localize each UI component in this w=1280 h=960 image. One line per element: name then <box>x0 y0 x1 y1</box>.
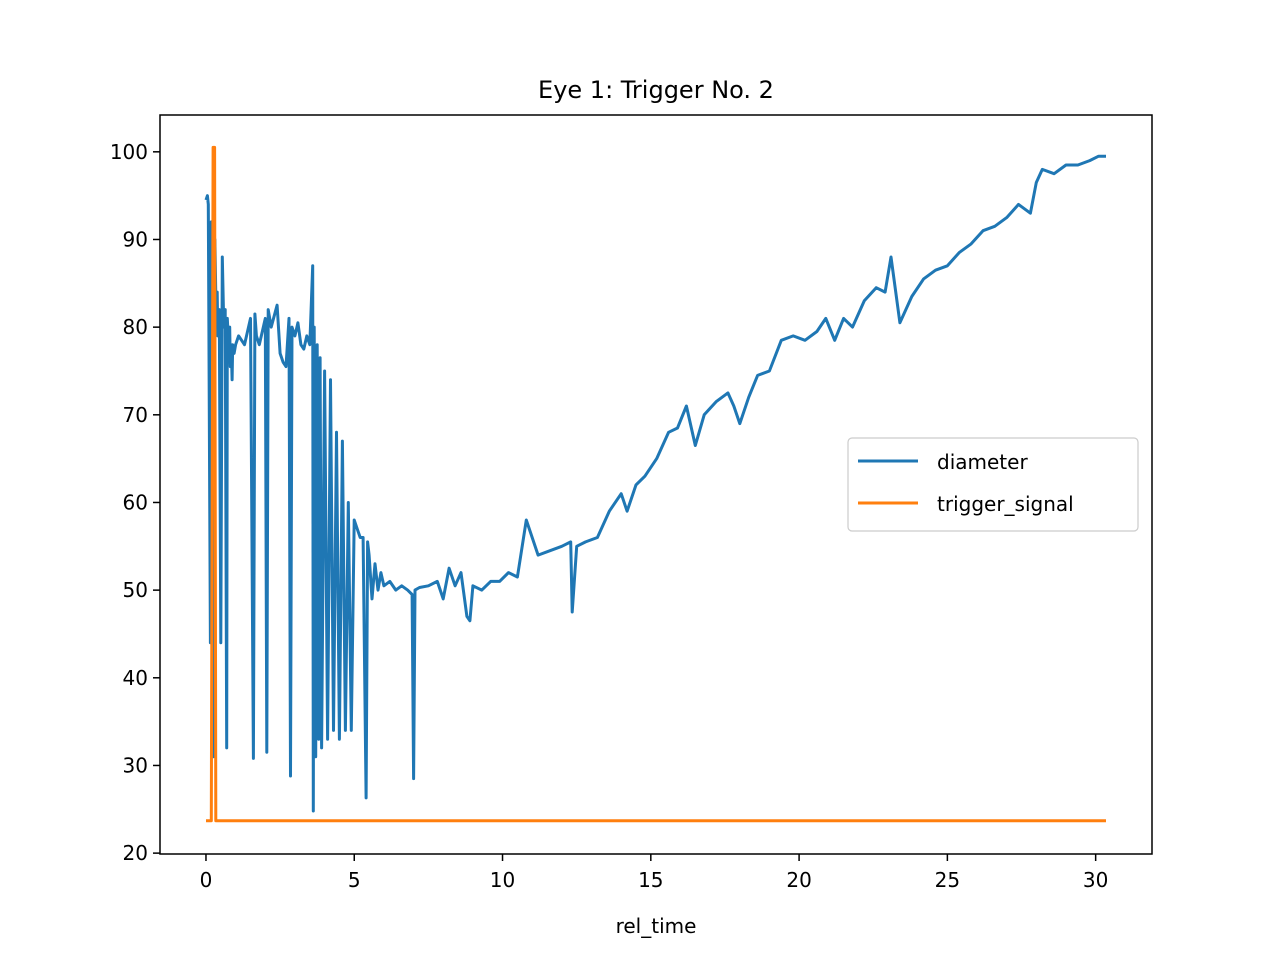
y-tick-label: 90 <box>123 227 148 251</box>
x-axis: 0 5 10 15 20 25 30 <box>200 854 1108 892</box>
x-tick-label: 30 <box>1083 868 1108 892</box>
y-tick-label: 80 <box>123 315 148 339</box>
y-tick-label: 20 <box>123 841 148 865</box>
x-axis-label: rel_time <box>616 914 697 938</box>
y-tick-label: 30 <box>123 753 148 777</box>
y-tick-label: 70 <box>123 403 148 427</box>
y-tick-label: 50 <box>123 578 148 602</box>
x-tick-label: 0 <box>200 868 213 892</box>
legend-label-trigger-signal: trigger_signal <box>937 492 1074 516</box>
x-tick-label: 25 <box>935 868 960 892</box>
x-tick-label: 10 <box>490 868 515 892</box>
y-axis: 20 30 40 50 60 70 80 90 100 <box>110 140 160 865</box>
series-line-diameter <box>204 154 1106 813</box>
series-line-trigger-signal <box>206 145 1106 823</box>
plot-area <box>204 145 1106 823</box>
plot-frame <box>159 114 1153 855</box>
y-tick-label: 40 <box>123 666 148 690</box>
y-tick-label: 60 <box>123 490 148 514</box>
x-tick-label: 20 <box>786 868 811 892</box>
chart-title: Eye 1: Trigger No. 2 <box>538 76 774 104</box>
y-tick-label: 100 <box>110 140 148 164</box>
x-tick-label: 5 <box>348 868 361 892</box>
legend: diameter trigger_signal <box>847 437 1139 532</box>
legend-label-diameter: diameter <box>937 450 1028 474</box>
legend-box <box>847 437 1139 532</box>
x-tick-label: 15 <box>638 868 663 892</box>
